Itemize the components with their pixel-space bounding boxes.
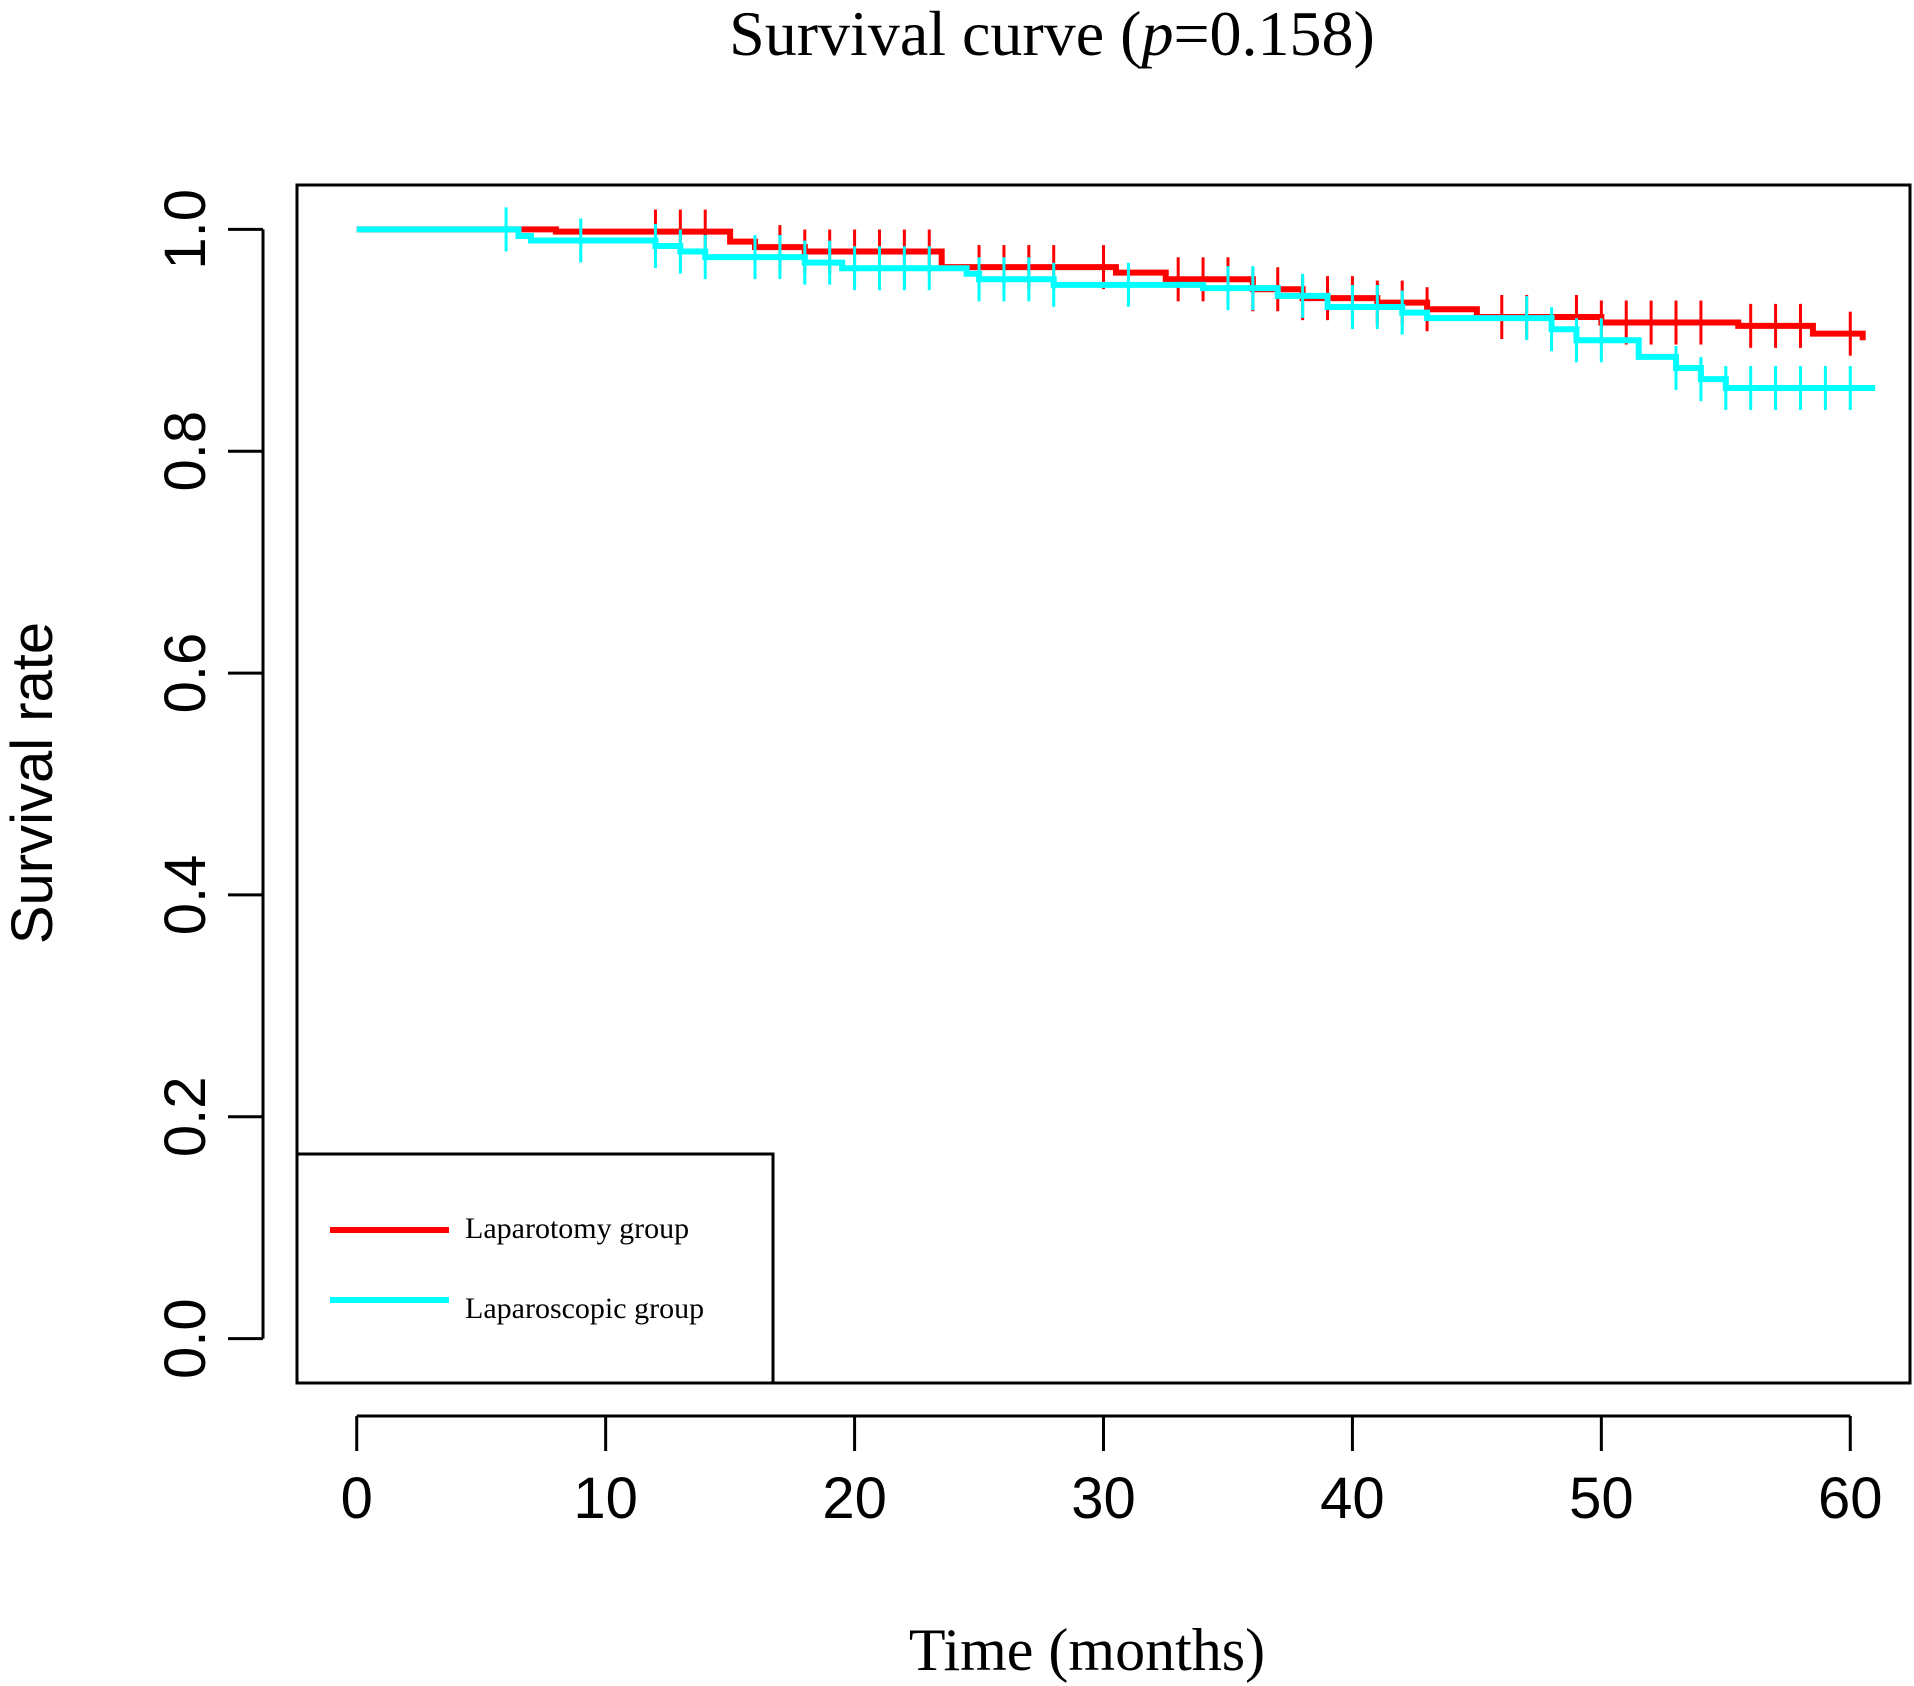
legend-box bbox=[295, 1152, 775, 1385]
y-tick-label: 1.0 bbox=[153, 189, 218, 270]
legend-label-laparotomy: Laparotomy group bbox=[465, 1212, 689, 1245]
y-tick-label: 0.8 bbox=[153, 411, 218, 492]
x-tick-label: 60 bbox=[1818, 1466, 1883, 1531]
survival-curve bbox=[356, 226, 1876, 391]
y-axis-label: Survival rate bbox=[0, 622, 65, 944]
legend-label-laparoscopic: Laparoscopic group bbox=[465, 1292, 704, 1325]
y-tick-label: 0.0 bbox=[153, 1298, 218, 1379]
y-axis: 0.0 0.2 0.4 0.6 0.8 1.0 bbox=[153, 189, 265, 1379]
series-layer bbox=[356, 207, 1876, 410]
plot-frame bbox=[295, 183, 1912, 1385]
y-tick-label: 0.6 bbox=[153, 633, 218, 714]
title-suffix: =0.158) bbox=[1173, 0, 1374, 69]
x-tick-label: 30 bbox=[1071, 1466, 1136, 1531]
x-tick-label: 0 bbox=[341, 1466, 373, 1531]
x-tick-label: 50 bbox=[1569, 1466, 1634, 1531]
x-tick-label: 40 bbox=[1320, 1466, 1385, 1531]
title-p-symbol: p bbox=[1137, 0, 1173, 69]
series-laparoscopic bbox=[356, 207, 1876, 410]
x-axis-label: Time (months) bbox=[909, 1617, 1265, 1683]
legend: Laparotomy group Laparoscopic group bbox=[295, 1152, 775, 1385]
y-tick-label: 0.4 bbox=[153, 855, 218, 936]
y-tick-label: 0.2 bbox=[153, 1076, 218, 1157]
chart-title: Survival curve (p=0.158) bbox=[729, 0, 1375, 69]
x-tick-label: 10 bbox=[573, 1466, 638, 1531]
x-axis: 0 10 20 30 40 50 60 bbox=[341, 1414, 1883, 1531]
x-tick-label: 20 bbox=[822, 1466, 887, 1531]
title-prefix: Survival curve ( bbox=[729, 0, 1141, 69]
